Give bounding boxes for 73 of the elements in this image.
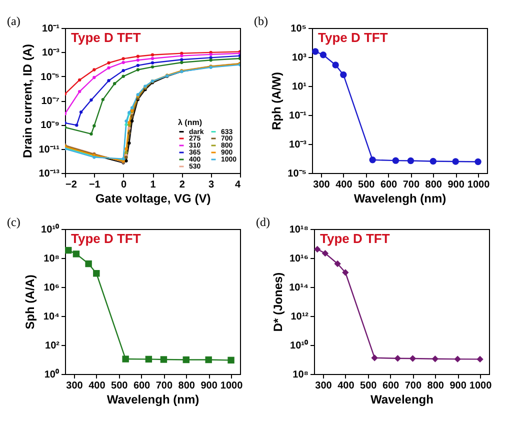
text: (d) xyxy=(256,215,270,229)
x-tick-label: 900 xyxy=(200,380,218,392)
y-tick-label: 10⁻¹ xyxy=(289,110,308,122)
x-tick-label: 800 xyxy=(427,380,444,392)
x-tick-label: 1 xyxy=(150,180,156,190)
y-tick-label: 10¹⁸ xyxy=(289,224,309,236)
x-tick-label: 1000 xyxy=(467,180,490,190)
y-axis-title: Drain current, ID (A) xyxy=(20,44,35,158)
y-tick-label: 10⁴ xyxy=(43,312,60,322)
x-tick-label: 300 xyxy=(315,380,332,392)
y-tick-label: 10¹⁰ xyxy=(290,340,308,352)
y-tick-label: 10⁻¹ xyxy=(42,24,60,34)
y-tick-label: 10⁻³ xyxy=(42,48,60,59)
y-tick-label: 10⁻⁹ xyxy=(40,120,60,132)
y-tick-label: 10⁻⁷ xyxy=(41,96,60,107)
x-tick-label: 500 xyxy=(111,380,128,392)
y-axis-title: Rph (A/W) xyxy=(270,72,284,130)
annotation: Type D TFT xyxy=(318,30,388,45)
x-tick-label: 300 xyxy=(66,380,84,392)
x-axis-title: Gate voltage, VG (V) xyxy=(95,192,211,206)
y-tick-label: 10⁻¹¹ xyxy=(38,144,60,156)
y-tick-label: 10² xyxy=(45,340,60,352)
legend-title: λ (nm) xyxy=(178,118,202,127)
text: (a) xyxy=(7,14,20,28)
x-tick-label: 4 xyxy=(234,180,241,190)
x-tick-label: 400 xyxy=(338,380,355,392)
y-tick-label: 10⁰ xyxy=(44,368,60,380)
y-tick-label: 10⁻¹³ xyxy=(38,168,60,180)
y-tick-label: 10⁻³ xyxy=(289,140,308,150)
annotation: Type D TFT xyxy=(71,30,141,45)
y-tick-label: 10³ xyxy=(292,52,308,64)
x-tick-label: 400 xyxy=(336,180,353,190)
x-tick-label: 1000 xyxy=(469,380,492,392)
x-tick-label: 500 xyxy=(360,380,378,392)
y-tick-label: 10⁻⁵ xyxy=(288,168,307,180)
y-tick-label: 10⁸ xyxy=(292,370,309,380)
y-axis-title: Sph (A/A) xyxy=(23,274,38,330)
annotation: Type D TFT xyxy=(71,231,141,246)
x-axis-title: Wavelengh (nm) xyxy=(354,192,446,206)
y-tick-label: 10⁵ xyxy=(290,24,307,34)
y-tick-label: 10¹⁴ xyxy=(289,282,309,294)
x-tick-label: 0 xyxy=(121,180,128,190)
y-tick-label: 10¹⁶ xyxy=(289,254,308,264)
x-tick-label: 600 xyxy=(382,380,400,392)
x-tick-label: 900 xyxy=(448,180,465,190)
x-axis-title: Wavelengh xyxy=(370,392,434,406)
x-tick-label: 400 xyxy=(88,380,106,392)
x-tick-label: 3 xyxy=(208,180,215,190)
y-tick-label: 10¹² xyxy=(290,312,310,322)
x-tick-label: 600 xyxy=(380,180,398,190)
y-tick-label: 10¹⁰ xyxy=(41,224,60,236)
x-tick-label: 1000 xyxy=(220,380,244,392)
y-tick-label: 10⁻⁵ xyxy=(40,72,60,83)
x-tick-label: 700 xyxy=(156,380,173,392)
x-tick-label: −2 xyxy=(66,180,78,190)
annotation: Type D TFT xyxy=(320,231,390,246)
y-tick-label: 10⁶ xyxy=(44,282,60,294)
x-axis-title: Wavelengh (nm) xyxy=(106,392,200,406)
text: (b) xyxy=(254,14,268,28)
y-axis-title: D* (Jones) xyxy=(271,272,286,332)
x-tick-label: 2 xyxy=(179,180,186,190)
x-tick-label: 700 xyxy=(404,380,422,392)
x-tick-label: 700 xyxy=(402,180,420,190)
y-tick-label: 10¹ xyxy=(292,82,308,92)
x-tick-label: 300 xyxy=(313,180,330,190)
y-tick-label: 10⁸ xyxy=(44,254,60,264)
x-tick-label: 500 xyxy=(358,180,376,190)
x-tick-label: 800 xyxy=(425,180,442,190)
x-tick-label: 800 xyxy=(178,380,196,392)
x-tick-label: −1 xyxy=(88,180,101,190)
text: (c) xyxy=(7,215,20,229)
x-tick-label: 900 xyxy=(450,380,467,392)
x-tick-label: 600 xyxy=(133,380,151,392)
